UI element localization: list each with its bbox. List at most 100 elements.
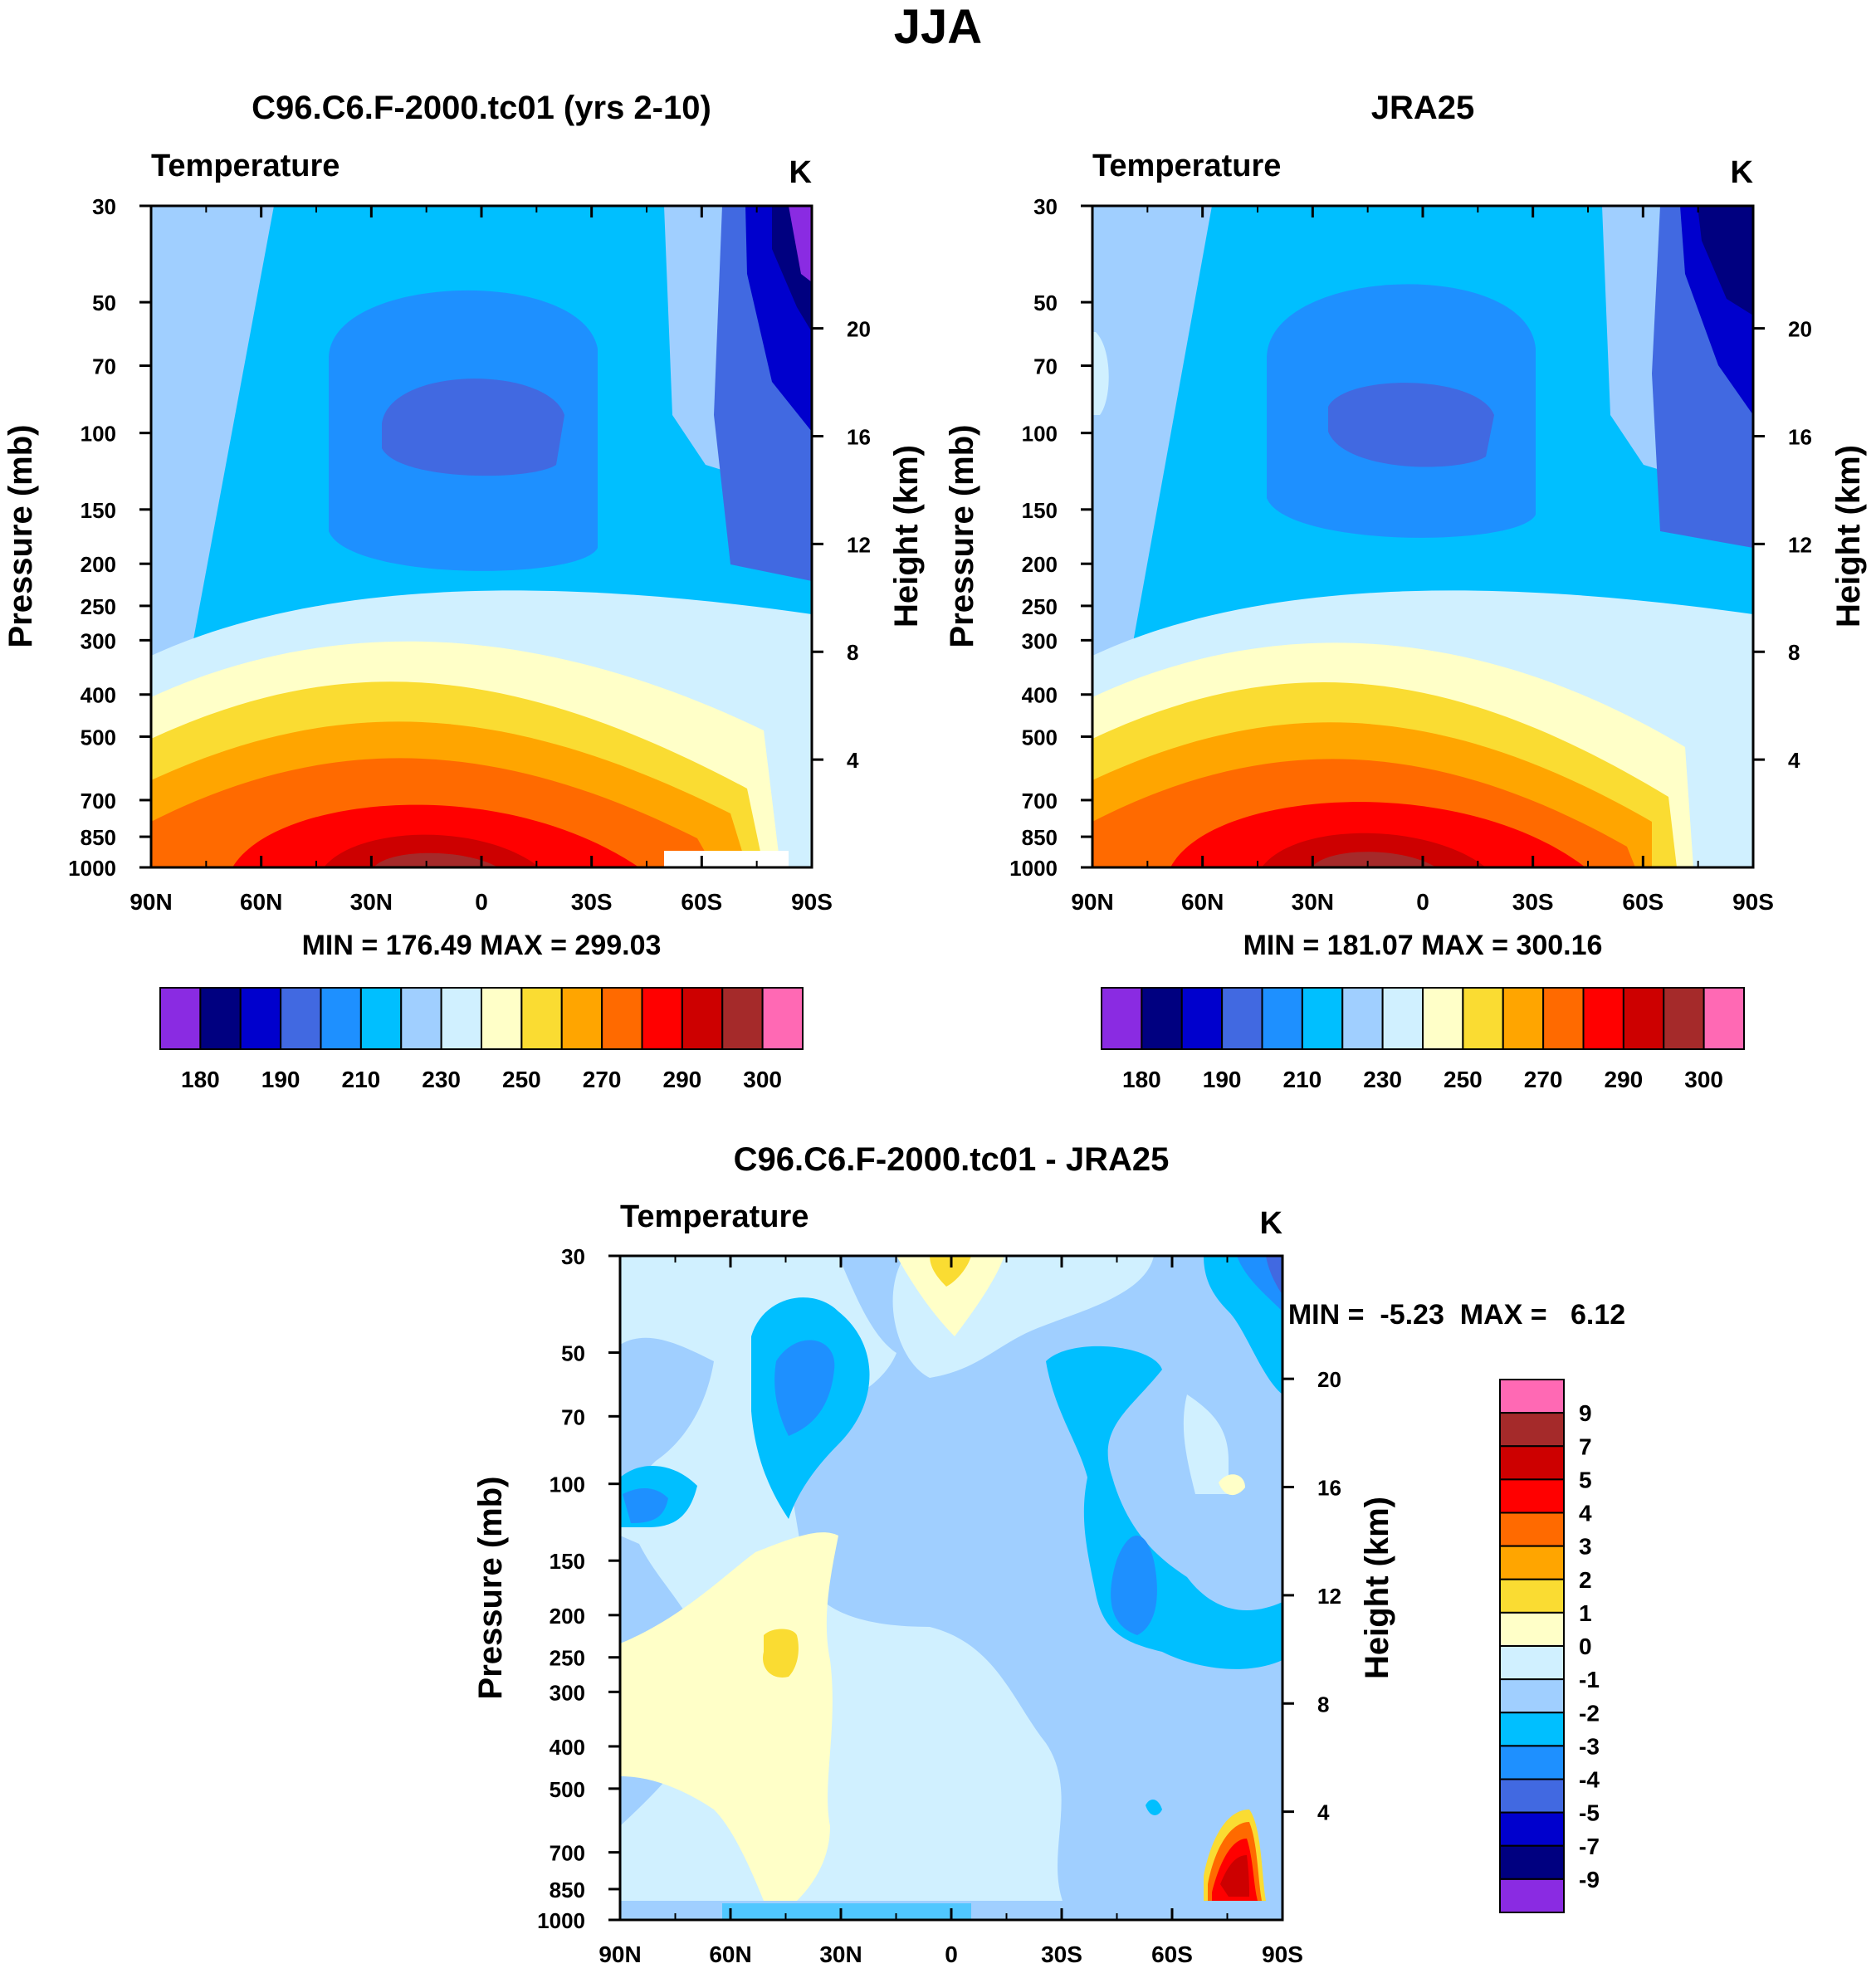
colorbar-swatch [1101,987,1143,1050]
x-tick-label: 90N [1071,889,1113,915]
colorbar-swatch [1499,1611,1565,1647]
y-tick-label: 1000 [537,1908,585,1933]
y-tick-label: 1000 [68,856,116,881]
colorbar-swatch [1499,1811,1565,1847]
colorbar-swatch [1422,987,1464,1050]
colorbar-swatch [1502,987,1545,1050]
height-tick-label: 16 [1317,1476,1341,1501]
y-tick-label: 850 [81,825,116,850]
y-tick-label: 200 [81,552,116,577]
units-label: K [789,155,813,190]
y-axis-title: Pressure (mb) [2,425,39,648]
colorbar-swatch [1381,987,1424,1050]
colorbar-swatch [280,987,322,1050]
colorbar-swatch [641,987,683,1050]
y-tick-label: 70 [1033,354,1058,379]
colorbar-swatch [400,987,442,1050]
y-tick-label: 500 [550,1777,585,1802]
y-tick-label: 400 [1022,683,1058,708]
colorbar-swatch [159,987,202,1050]
y-tick-label: 200 [550,1604,585,1629]
min-max-stats: MIN = 176.49 MAX = 299.03 [302,930,662,961]
colorbar-swatch [481,987,523,1050]
colorbar-label: 250 [502,1067,541,1092]
height-axis: 20 16 12 8 4 [1753,317,1812,773]
y-tick-label: 700 [550,1841,585,1866]
y-tick-label: 70 [92,354,116,379]
units-label: K [1260,1206,1283,1241]
colorbar-label: 210 [1283,1067,1322,1092]
y-tick-label: 30 [561,1244,585,1269]
colorbar-label: 270 [1524,1067,1563,1092]
y-axis: 30 50 70 100 150 200 250 300 400 500 700 850 1000 [1009,194,1092,881]
colorbar-swatch [1542,987,1585,1050]
colorbar-swatch [1499,1545,1565,1580]
colorbar-label: 250 [1444,1067,1483,1092]
y-tick-label: 250 [81,594,116,619]
colorbar-label: 7 [1579,1433,1592,1459]
colorbar-swatch [1141,987,1183,1050]
panel-obs: JRA25 Temperature K 90N 60N 30N 0 30S 60S 90S … [944,90,1867,1092]
x-tick-label: 30N [350,889,393,915]
colorbar-swatch [1622,987,1665,1050]
y-axis: 30 50 70 100 150 200 250 300 400 500 700 850 1000 [537,1244,620,1933]
panel-title: C96.C6.F-2000.tc01 - JRA25 [734,1141,1170,1178]
height-axis-title: Height (km) [888,445,925,628]
x-axis: 90N 60N 30N 0 30S 60S 90S [1071,206,1774,915]
x-tick-label: 60N [240,889,282,915]
y-tick-label: 300 [550,1680,585,1705]
colorbar-label: -1 [1579,1667,1600,1692]
colorbar-swatch [1499,1712,1565,1747]
x-tick-label: 90N [129,889,172,915]
colorbar-label: 190 [1203,1067,1242,1092]
height-axis: 20 16 12 8 4 [812,317,871,773]
colorbar-label: -5 [1579,1800,1600,1826]
contour-field [620,1256,1282,1920]
y-tick-label: 100 [81,422,116,447]
colorbar-swatch [681,987,724,1050]
colorbar-swatch [1663,987,1705,1050]
colorbar-label: 5 [1579,1467,1592,1492]
panel-model: C96.C6.F-2000.tc01 (yrs 2-10) Temperatur… [2,90,925,1092]
variable-label: Temperature [1092,149,1281,183]
height-tick-label: 12 [847,532,871,557]
colorbar-label: 3 [1579,1534,1592,1560]
colorbar-swatch [601,987,643,1050]
colorbar-swatch [1499,1445,1565,1481]
y-tick-label: 850 [1022,825,1058,850]
height-tick-label: 20 [847,317,871,342]
x-tick-label: 60N [1181,889,1224,915]
x-tick-label: 0 [475,889,488,915]
x-tick-label: 0 [945,1941,958,1967]
x-tick-label: 30S [1512,889,1554,915]
colorbar-swatch [1180,987,1224,1050]
y-tick-label: 50 [1033,291,1058,315]
x-tick-label: 60S [1151,1941,1193,1967]
y-tick-label: 400 [550,1735,585,1760]
y-tick-label: 500 [81,725,116,750]
y-tick-label: 150 [550,1549,585,1574]
x-tick-label: 90S [791,889,833,915]
colorbar-label: 230 [1363,1067,1402,1092]
colorbar-label: 180 [181,1067,220,1092]
y-tick-label: 500 [1022,725,1058,750]
colorbar-swatch [320,987,362,1050]
y-tick-label: 30 [92,194,116,219]
colorbar-label: 2 [1579,1567,1592,1593]
colorbar-swatch [1499,1645,1565,1681]
colorbar-label: -2 [1579,1700,1600,1726]
panel-title: JRA25 [1371,90,1475,126]
min-max-stats: MIN = -5.23 MAX = 6.12 [1288,1299,1625,1331]
units-label: K [1731,155,1754,190]
y-tick-label: 400 [81,683,116,708]
colorbar-label: 230 [422,1067,461,1092]
x-tick-label: 30S [571,889,613,915]
colorbar-swatch [1499,1745,1565,1780]
height-tick-label: 16 [847,424,871,449]
colorbar-swatch [1301,987,1344,1050]
x-tick-label: 30N [819,1941,862,1967]
variable-label: Temperature [151,149,340,183]
colorbar: 180 190 210 230 250 270 290 300 [159,987,804,1092]
colorbar-swatch [1261,987,1303,1050]
